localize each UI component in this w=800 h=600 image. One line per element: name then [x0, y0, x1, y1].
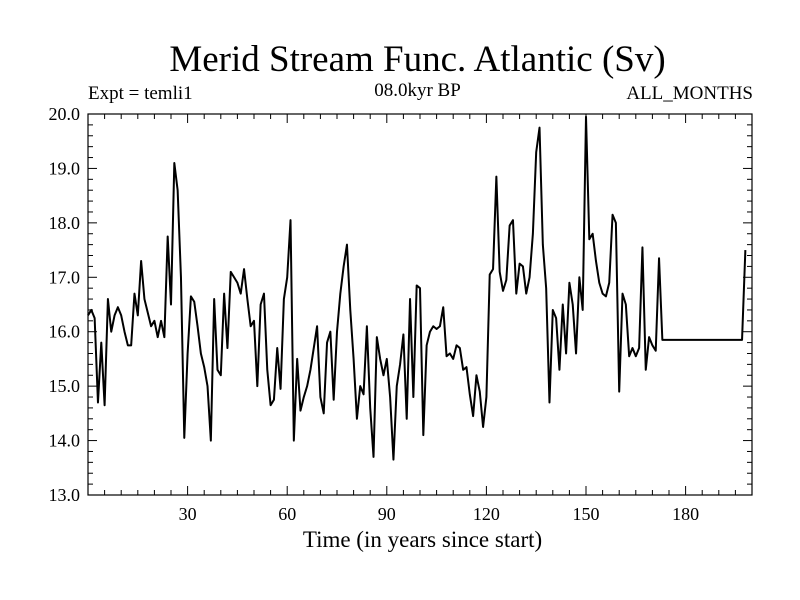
x-tick-label: 30 — [179, 504, 197, 524]
x-tick-label: 120 — [473, 504, 500, 524]
chart-title: Merid Stream Func. Atlantic (Sv) — [169, 39, 666, 80]
data-series-line — [87, 115, 747, 461]
x-tick-label: 90 — [378, 504, 396, 524]
y-tick-label: 13.0 — [49, 485, 81, 505]
y-tick-label: 14.0 — [49, 431, 81, 451]
x-tick-label: 60 — [278, 504, 296, 524]
axis-tick-labels: 30 60 90 120 150 180 13.0 14.0 15.0 16.0 17.0 18.0 1… — [49, 104, 700, 524]
y-tick-label: 15.0 — [49, 376, 81, 396]
x-axis-label: Time (in years since start) — [302, 527, 543, 552]
y-tick-label: 19.0 — [49, 158, 81, 178]
x-tick-label: 150 — [573, 504, 600, 524]
y-tick-label: 17.0 — [49, 267, 81, 287]
chart-subtitle: 08.0kyr BP — [374, 80, 461, 101]
x-tick-label: 180 — [672, 504, 699, 524]
months-label: ALL_MONTHS — [626, 83, 753, 104]
y-tick-label: 20.0 — [49, 104, 81, 124]
experiment-label: Expt = temli1 — [88, 83, 193, 104]
y-tick-label: 18.0 — [49, 213, 81, 233]
y-tick-label: 16.0 — [49, 322, 81, 342]
